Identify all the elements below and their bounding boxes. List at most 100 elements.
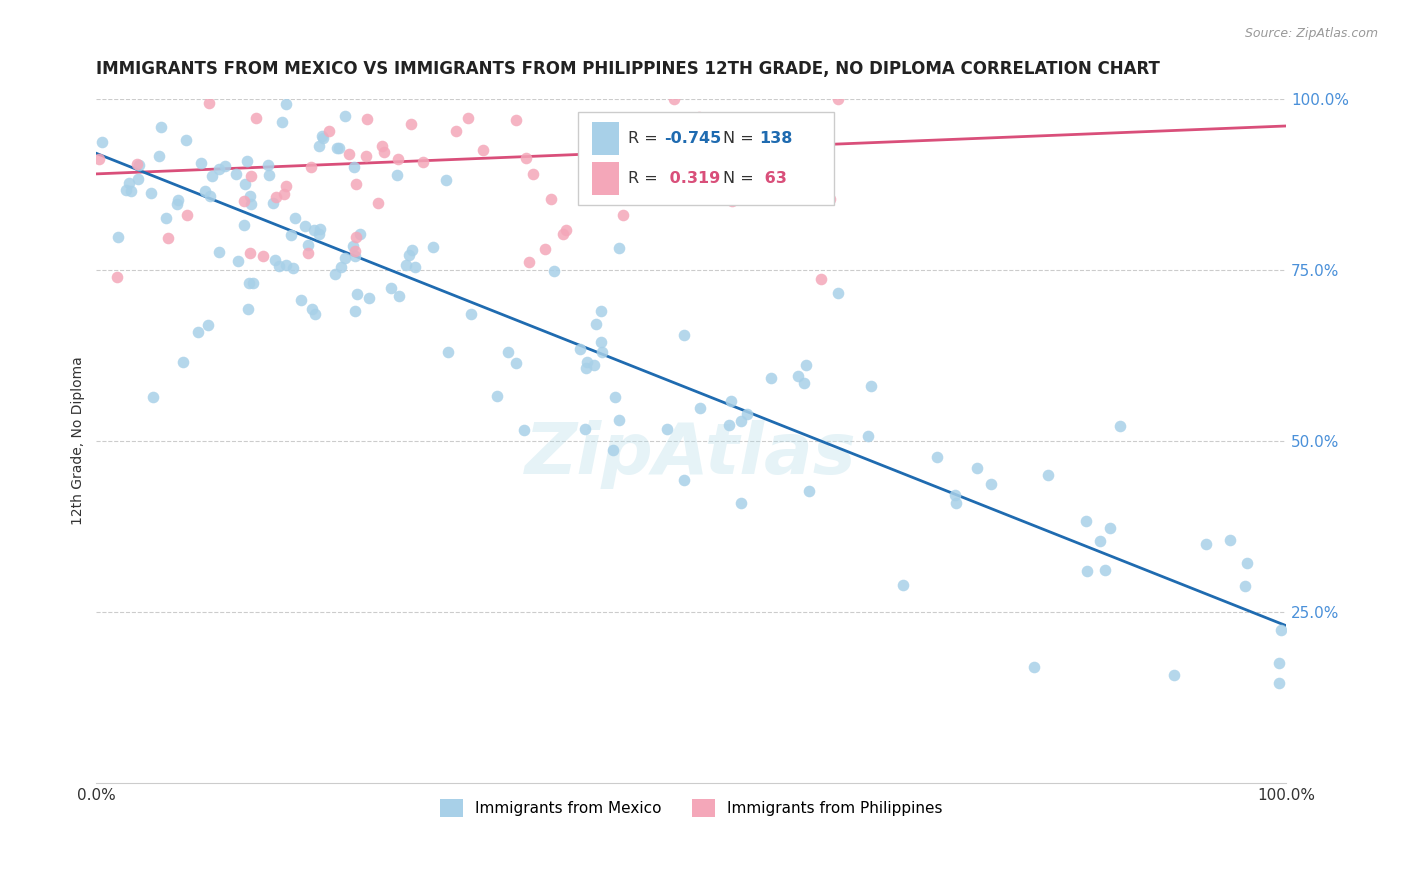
Immigrants from Mexico: [294, 219, 316, 233]
Immigrants from Mexico: [602, 442, 624, 457]
Immigrants from Mexico: [380, 280, 402, 294]
Immigrants from Philippines: [354, 149, 377, 163]
Immigrants from Mexico: [357, 291, 380, 305]
Immigrants from Mexico: [1163, 668, 1185, 682]
Immigrants from Philippines: [239, 245, 262, 260]
Bar: [592, 121, 619, 154]
Immigrants from Philippines: [658, 186, 681, 201]
Immigrants from Mexico: [717, 418, 740, 433]
Immigrants from Mexico: [333, 251, 356, 265]
Immigrants from Mexico: [333, 110, 356, 124]
Immigrants from Philippines: [827, 92, 849, 106]
Immigrants from Mexico: [274, 258, 297, 272]
Immigrants from Mexico: [115, 182, 138, 196]
Immigrants from Mexico: [139, 186, 162, 201]
Immigrants from Mexico: [673, 328, 696, 343]
Immigrants from Mexico: [228, 253, 250, 268]
Immigrants from Mexico: [793, 376, 815, 390]
Immigrants from Mexico: [166, 193, 188, 207]
Text: 138: 138: [759, 130, 793, 145]
Immigrants from Philippines: [662, 92, 685, 106]
Immigrants from Mexico: [574, 422, 596, 436]
Immigrants from Mexico: [214, 159, 236, 173]
Immigrants from Mexico: [174, 133, 197, 147]
Immigrants from Mexico: [198, 189, 221, 203]
Immigrants from Mexico: [1022, 660, 1045, 674]
Immigrants from Philippines: [245, 111, 267, 125]
Immigrants from Mexico: [655, 422, 678, 436]
Immigrants from Mexico: [127, 172, 149, 186]
Immigrants from Mexico: [891, 577, 914, 591]
Immigrants from Mexico: [856, 429, 879, 443]
Immigrants from Mexico: [280, 227, 302, 242]
Immigrants from Philippines: [609, 184, 631, 198]
Text: -0.745: -0.745: [664, 130, 721, 145]
Immigrants from Mexico: [730, 414, 752, 428]
Immigrants from Mexico: [194, 184, 217, 198]
Immigrants from Mexico: [1234, 579, 1257, 593]
Immigrants from Mexico: [589, 335, 612, 350]
Immigrants from Mexico: [148, 149, 170, 163]
Immigrants from Mexico: [591, 304, 613, 318]
Immigrants from Mexico: [349, 227, 371, 242]
Immigrants from Philippines: [748, 149, 770, 163]
Immigrants from Mexico: [827, 286, 849, 301]
Immigrants from Mexico: [326, 141, 349, 155]
Immigrants from Mexico: [1219, 533, 1241, 547]
Immigrants from Philippines: [522, 167, 544, 181]
Immigrants from Mexico: [607, 241, 630, 255]
Immigrants from Philippines: [367, 196, 389, 211]
Immigrants from Mexico: [304, 307, 326, 321]
Immigrants from Mexico: [301, 302, 323, 317]
Immigrants from Mexico: [304, 223, 326, 237]
Immigrants from Mexico: [270, 114, 292, 128]
Immigrants from Philippines: [721, 194, 744, 208]
Immigrants from Mexico: [342, 238, 364, 252]
Immigrants from Philippines: [686, 124, 709, 138]
Immigrants from Philippines: [373, 145, 395, 159]
Immigrants from Mexico: [605, 390, 627, 404]
Immigrants from Philippines: [540, 192, 562, 206]
Immigrants from Philippines: [252, 249, 274, 263]
Immigrants from Mexico: [720, 394, 742, 409]
Immigrants from Mexico: [257, 158, 280, 172]
Immigrants from Philippines: [612, 209, 634, 223]
Immigrants from Mexico: [543, 264, 565, 278]
Immigrants from Mexico: [312, 131, 335, 145]
Immigrants from Mexico: [1236, 556, 1258, 570]
Text: N =: N =: [723, 171, 759, 186]
Immigrants from Philippines: [713, 163, 735, 178]
Immigrants from Mexico: [401, 243, 423, 257]
Immigrants from Mexico: [187, 325, 209, 339]
Immigrants from Mexico: [672, 473, 695, 487]
Immigrants from Philippines: [176, 208, 198, 222]
Immigrants from Mexico: [607, 413, 630, 427]
Immigrants from Mexico: [120, 184, 142, 198]
Immigrants from Mexico: [281, 261, 304, 276]
Immigrants from Mexico: [257, 168, 280, 182]
Immigrants from Mexico: [150, 120, 173, 134]
Immigrants from Mexico: [308, 139, 330, 153]
Immigrants from Mexico: [118, 176, 141, 190]
Immigrants from Philippines: [790, 129, 813, 144]
Immigrants from Mexico: [343, 249, 366, 263]
Immigrants from Philippines: [87, 153, 110, 167]
Immigrants from Mexico: [1108, 419, 1130, 434]
Immigrants from Philippines: [517, 255, 540, 269]
Immigrants from Mexico: [859, 378, 882, 392]
Immigrants from Mexico: [496, 345, 519, 359]
Immigrants from Philippines: [105, 270, 128, 285]
Immigrants from Philippines: [621, 166, 644, 180]
Immigrants from Mexico: [91, 135, 114, 149]
Immigrants from Mexico: [513, 424, 536, 438]
Immigrants from Philippines: [787, 178, 810, 192]
Immigrants from Mexico: [759, 370, 782, 384]
Immigrants from Mexico: [239, 189, 262, 203]
Immigrants from Philippines: [297, 245, 319, 260]
Immigrants from Mexico: [343, 304, 366, 318]
Immigrants from Mexico: [787, 369, 810, 384]
Immigrants from Mexico: [343, 161, 366, 175]
Immigrants from Mexico: [107, 230, 129, 244]
Text: Source: ZipAtlas.com: Source: ZipAtlas.com: [1244, 27, 1378, 40]
Immigrants from Mexico: [388, 289, 411, 303]
